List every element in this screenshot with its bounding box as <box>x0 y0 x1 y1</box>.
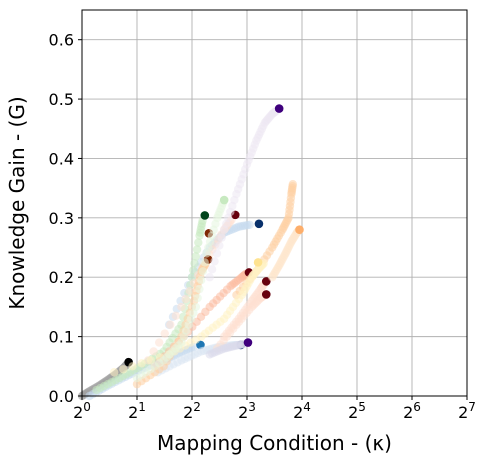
trail-point <box>181 294 190 304</box>
end-point <box>274 104 284 113</box>
x-tick-label: 20 <box>73 400 91 422</box>
trail-point <box>128 362 137 371</box>
y-tick-label: 0.0 <box>49 387 74 406</box>
end-point <box>219 195 229 205</box>
trail-point <box>207 265 217 274</box>
trail-point <box>200 258 209 267</box>
end-point <box>295 225 304 235</box>
trail-point <box>288 179 298 189</box>
end-point <box>200 211 210 220</box>
trail-point <box>215 241 224 250</box>
trail-point <box>212 249 222 258</box>
end-point <box>254 219 264 229</box>
trail-point <box>177 302 186 312</box>
end-point <box>243 338 253 347</box>
x-tick-label: 21 <box>128 400 146 422</box>
x-tick-label: 25 <box>348 400 366 422</box>
y-tick-label: 0.1 <box>49 328 74 347</box>
data-points <box>77 104 304 401</box>
y-tick-label: 0.5 <box>49 90 74 109</box>
trail-point <box>191 252 200 261</box>
trail-point <box>109 368 119 377</box>
series-12 <box>268 225 304 282</box>
trail-point <box>166 320 175 329</box>
trail-point <box>154 338 164 347</box>
trail-point <box>210 257 219 266</box>
series-13 <box>132 195 229 383</box>
x-tick-label: 24 <box>293 400 311 422</box>
y-tick-label: 0.2 <box>49 268 74 287</box>
trail-point <box>191 302 201 312</box>
x-tick-label: 22 <box>183 400 201 422</box>
y-tick-label: 0.4 <box>49 149 74 168</box>
x-tick-label: 26 <box>403 400 421 422</box>
trail-point <box>245 220 254 229</box>
trail-point <box>119 365 128 374</box>
x-axis-ticks: 20 21 22 23 24 25 26 27 <box>73 396 476 422</box>
grid <box>81 10 468 397</box>
y-axis-ticks: 0.0 0.1 0.2 0.3 0.4 0.5 0.6 <box>49 31 82 406</box>
plot-frame <box>81 9 468 397</box>
trail-point <box>160 329 169 338</box>
trail-point <box>146 356 156 365</box>
trail-point <box>192 245 202 254</box>
trail-point <box>217 233 226 242</box>
x-tick-label: 23 <box>238 400 256 422</box>
end-point <box>261 277 271 286</box>
x-tick-label: 27 <box>458 400 476 422</box>
trail-point <box>137 359 146 368</box>
end-point <box>261 290 271 299</box>
trail-point <box>194 238 203 247</box>
trail-point <box>196 276 206 285</box>
trail-point <box>171 311 181 321</box>
trail-point <box>190 259 199 268</box>
trail-point <box>198 267 208 276</box>
series-14 <box>205 104 284 282</box>
trail-point <box>149 347 158 356</box>
y-tick-label: 0.3 <box>49 209 74 228</box>
trail-point <box>195 284 204 294</box>
trail-point <box>205 273 214 282</box>
trail-point <box>185 286 194 296</box>
y-tick-label: 0.6 <box>49 31 74 50</box>
trail-point <box>193 293 202 303</box>
series-15 <box>205 338 253 359</box>
y-axis-label: Knowledge Gain - (G) <box>5 96 29 309</box>
x-axis-label: Mapping Condition - (κ) <box>157 431 392 455</box>
end-point <box>253 258 263 267</box>
